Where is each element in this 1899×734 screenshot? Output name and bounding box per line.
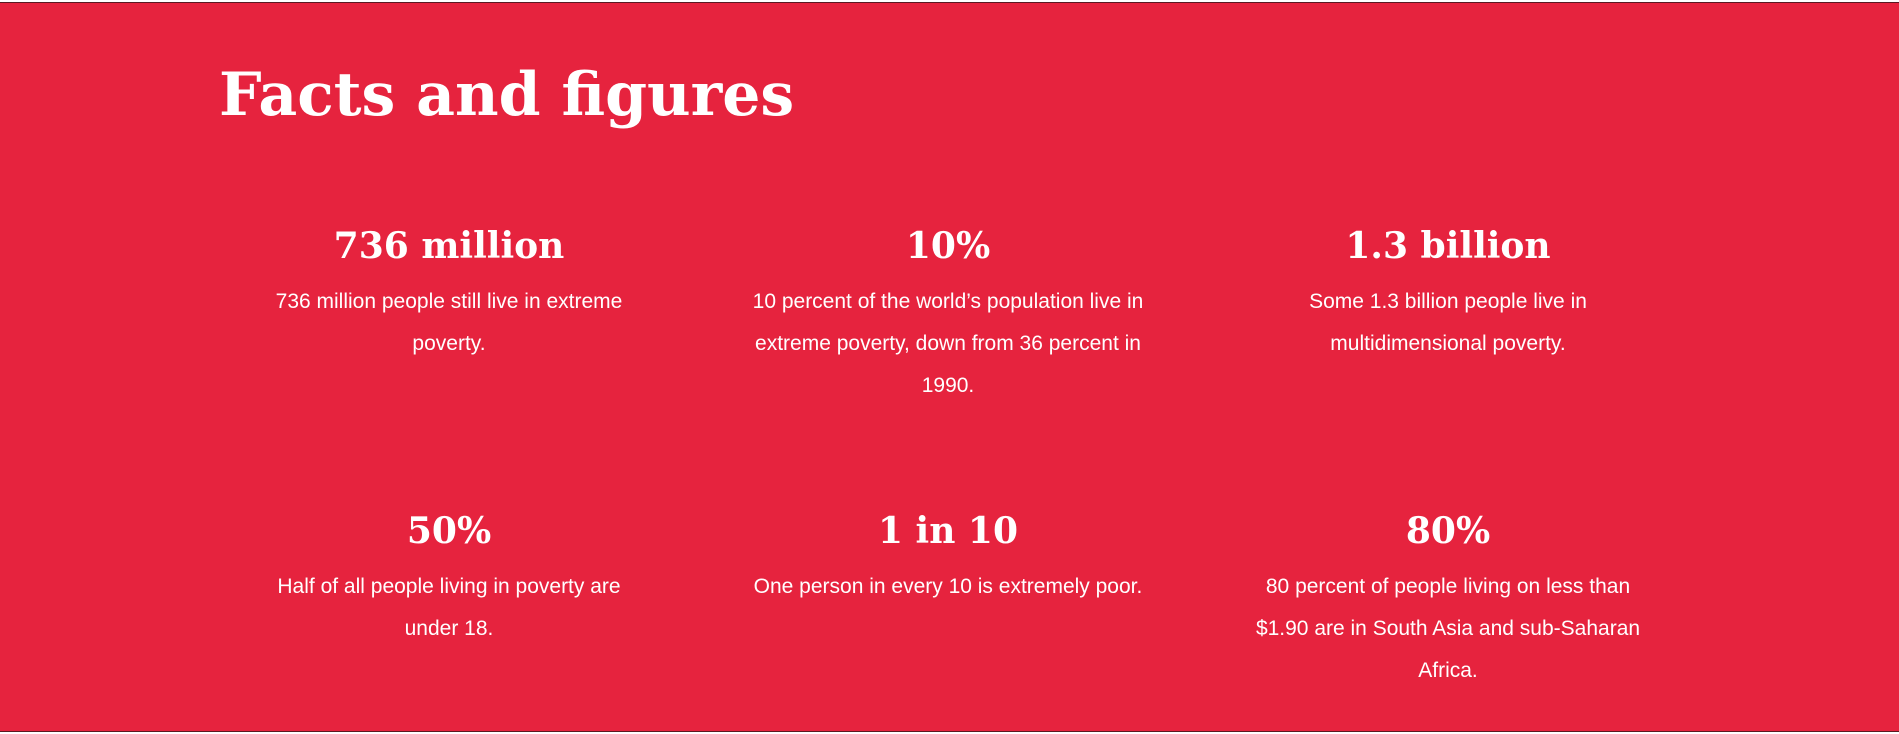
fact-value: 1.3 billion (1345, 225, 1551, 267)
fact-item: 1 in 10 One person in every 10 is extrem… (733, 508, 1163, 608)
fact-description: 10 percent of the world’s population liv… (752, 290, 1144, 397)
fact-item: 10% 10 percent of the world’s population… (733, 223, 1163, 407)
fact-description: One person in every 10 is extremely poor… (753, 575, 1143, 598)
fact-description: 80 percent of people living on less than… (1255, 575, 1641, 682)
fact-description: 736 million people still live in extreme… (275, 290, 623, 355)
fact-description: Half of all people living in poverty are… (277, 575, 621, 640)
fact-item: 80% 80 percent of people living on less … (1233, 508, 1663, 692)
fact-description: Some 1.3 billion people live in multidim… (1309, 290, 1587, 355)
fact-item: 50% Half of all people living in poverty… (234, 508, 664, 650)
section-title: Facts and figures (219, 60, 795, 130)
fact-value: 1 in 10 (877, 510, 1019, 552)
fact-item: 1.3 billion Some 1.3 billion people live… (1233, 223, 1663, 365)
fact-value: 50% (406, 510, 492, 552)
fact-value: 10% (905, 225, 991, 267)
fact-item: 736 million 736 million people still liv… (234, 223, 664, 365)
fact-value: 80% (1405, 510, 1491, 552)
fact-value: 736 million (333, 225, 565, 267)
